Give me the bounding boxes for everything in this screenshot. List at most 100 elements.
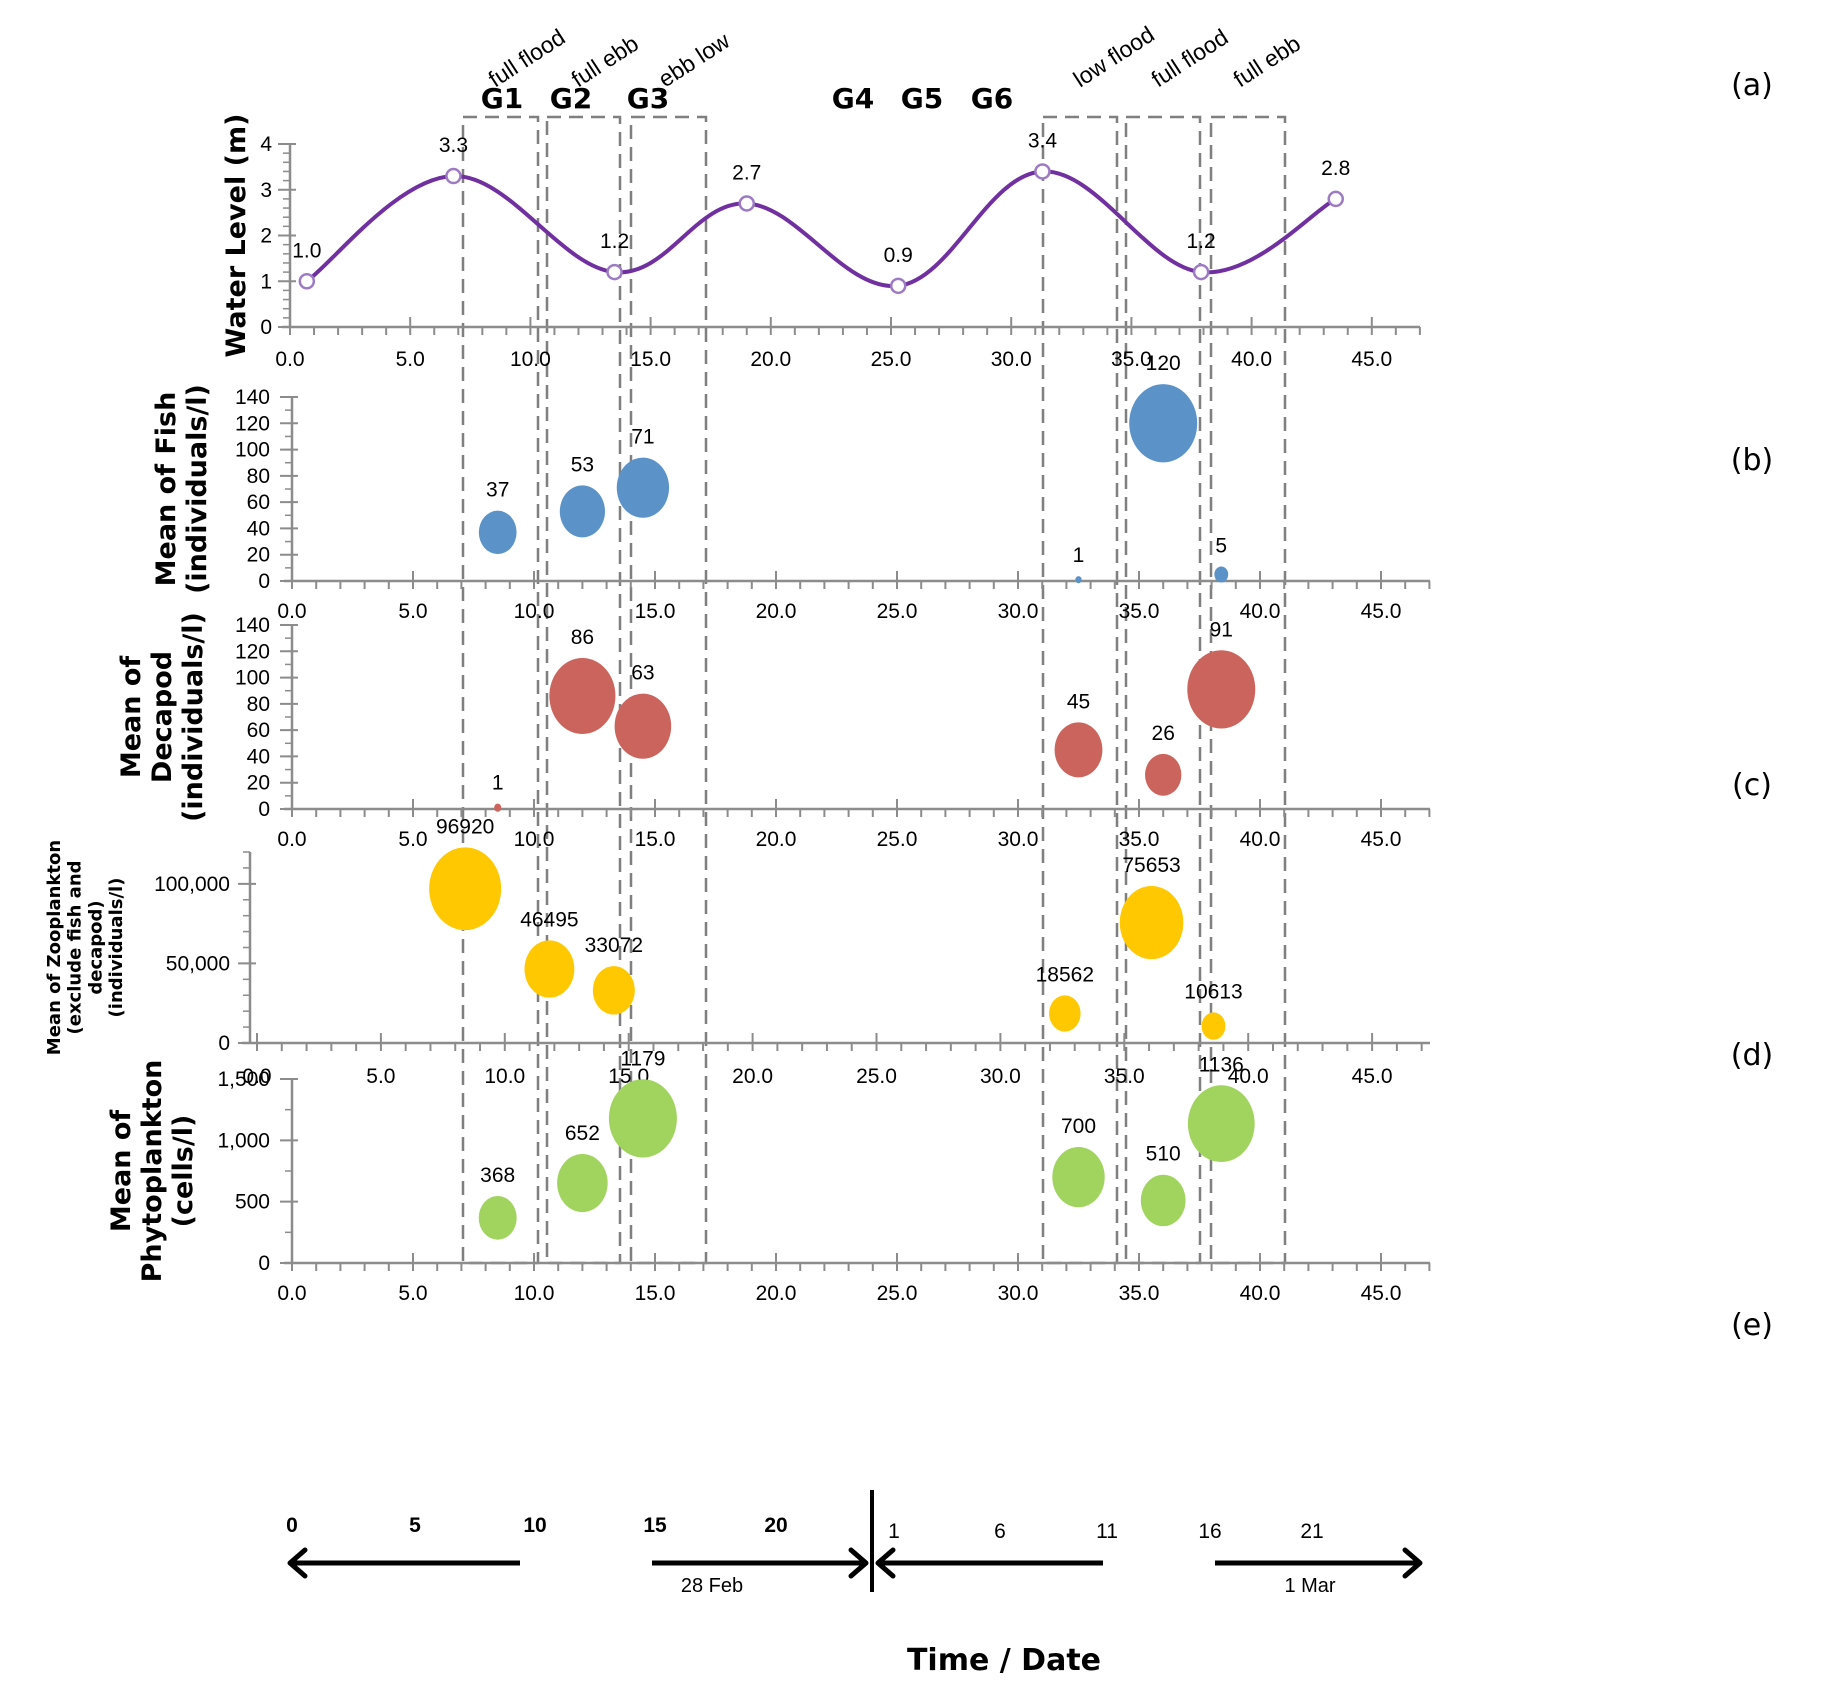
x-tick-label: 40.0	[1228, 1065, 1269, 1088]
x-tick-label: 5.0	[396, 348, 425, 371]
time-tick-label: 10	[523, 1514, 546, 1537]
data-label: 71	[631, 426, 654, 449]
data-label: 37	[486, 479, 509, 502]
data-label: 1	[492, 772, 504, 795]
panel-label: (c)	[1732, 768, 1772, 803]
data-label: 33072	[585, 934, 643, 957]
x-tick-label: 10.0	[510, 348, 551, 371]
y-tick-label: 100,000	[154, 873, 230, 896]
x-tick-label: 25.0	[877, 600, 918, 623]
data-label: 63	[631, 662, 654, 685]
data-point	[606, 263, 623, 281]
data-label: 5	[1215, 534, 1227, 557]
data-label: 2.7	[732, 161, 761, 184]
x-tick-label: 15.0	[635, 828, 676, 851]
x-tick-label: 25.0	[856, 1065, 897, 1088]
panel-d: 0.0 5.0 10.0 15.0 20.0 25.0 30.0 35.0 40.0 45.0 0 5…	[44, 815, 1773, 1088]
data-label: 510	[1146, 1143, 1181, 1166]
y-axis-title: Water Level (m)	[221, 114, 252, 358]
y-tick-label: 4	[260, 133, 272, 156]
bubble	[478, 1196, 517, 1240]
x-tick-label: 25.0	[871, 348, 912, 371]
x-tick-label: 5.0	[366, 1065, 395, 1088]
y-tick-label: 80	[247, 465, 270, 488]
data-label: 10613	[1184, 980, 1242, 1003]
arrowhead-left-icon	[875, 1547, 896, 1579]
y-tick-label: 140	[235, 614, 270, 637]
y-tick-label: 40	[247, 745, 270, 768]
group-label: G5	[901, 82, 943, 115]
x-tick-label: 40.0	[1240, 1282, 1281, 1305]
x-axis-title: Time / Date	[907, 1643, 1101, 1678]
y-tick-label: 120	[235, 412, 270, 435]
x-tick-label: 35.0	[1119, 1282, 1160, 1305]
y-axis-title: (exclude fish and	[65, 860, 86, 1034]
x-tick-label: 20.0	[756, 600, 797, 623]
bubble	[1119, 886, 1184, 960]
x-tick-label: 15.0	[635, 1282, 676, 1305]
bubble	[429, 847, 502, 931]
x-tick-label: 10.0	[514, 828, 555, 851]
bubble	[1214, 566, 1229, 583]
bubble	[1145, 753, 1182, 796]
x-tick-label: 30.0	[991, 348, 1032, 371]
y-tick-label: 0	[258, 1252, 270, 1275]
x-tick-label: 45.0	[1352, 1065, 1393, 1088]
data-label: 3.3	[439, 134, 468, 157]
x-tick-label: 30.0	[998, 1282, 1039, 1305]
bubble	[1054, 722, 1103, 778]
bubble	[616, 457, 670, 518]
panel-c: 0.0 5.0 10.0 15.0 20.0 25.0 30.0 35.0 40.0 45.0 0 2…	[116, 612, 1772, 851]
data-point	[445, 167, 462, 185]
y-axis-title: (individuals/l)	[178, 612, 209, 822]
bubble	[557, 1153, 608, 1213]
x-tick-label: 30.0	[998, 600, 1039, 623]
panels: 0.0 5.0 10.0 15.0 20.0 25.0 30.0 35.0 40.0 45.001…	[44, 68, 1773, 1343]
x-tick-label: 20.0	[756, 1282, 797, 1305]
y-axis-title: (cells/l)	[168, 1115, 199, 1228]
y-tick-label: 50,000	[166, 952, 230, 975]
x-tick-label: 5.0	[398, 600, 427, 623]
x-tick-label: 35.0	[1119, 828, 1160, 851]
bubble	[1187, 650, 1256, 729]
y-tick-label: 20	[247, 544, 270, 567]
data-label: 700	[1061, 1115, 1096, 1138]
x-tick-label: 45.0	[1351, 348, 1392, 371]
panel-label: (b)	[1731, 443, 1773, 478]
arrowhead-right-icon	[848, 1547, 869, 1579]
phase-label: full flood	[1147, 24, 1233, 92]
x-tick-label: 0.0	[277, 600, 306, 623]
data-label: 45	[1067, 690, 1090, 713]
y-tick-label: 2	[260, 225, 272, 248]
panel-b: 0.0 5.0 10.0 15.0 20.0 25.0 30.0 35.0 40.0 45.0 0 2…	[151, 352, 1773, 623]
data-label: 120	[1146, 352, 1181, 375]
phase-label: full ebb	[1229, 30, 1305, 92]
y-tick-label: 1,500	[217, 1068, 270, 1091]
data-label: 652	[565, 1122, 600, 1145]
y-tick-label: 40	[247, 517, 270, 540]
y-tick-label: 20	[247, 772, 270, 795]
x-tick-label: 15.0	[635, 600, 676, 623]
x-tick-label: 0.0	[277, 1282, 306, 1305]
bubble	[1140, 1174, 1186, 1227]
water-level-line	[305, 169, 1337, 288]
data-label: 46495	[520, 908, 578, 931]
x-tick-label: 35.0	[1111, 348, 1152, 371]
data-point	[889, 277, 907, 295]
x-tick-label: 25.0	[877, 1282, 918, 1305]
y-tick-label: 0	[258, 798, 270, 821]
y-tick-label: 140	[235, 386, 270, 409]
group-label: G2	[550, 82, 592, 115]
bubble	[549, 657, 616, 734]
y-axis-title: Mean of Zooplankton	[44, 840, 65, 1055]
panel-label: (e)	[1731, 1308, 1773, 1343]
data-label: 3.4	[1028, 129, 1058, 152]
data-label: 18562	[1036, 963, 1094, 986]
bubble	[494, 803, 502, 812]
group-label: G4	[832, 82, 874, 115]
x-tick-label: 0.0	[275, 348, 304, 371]
x-tick-label: 35.0	[1104, 1065, 1145, 1088]
x-tick-label: 15.0	[630, 348, 671, 371]
y-axis-title: (individuals/l)	[182, 384, 213, 594]
